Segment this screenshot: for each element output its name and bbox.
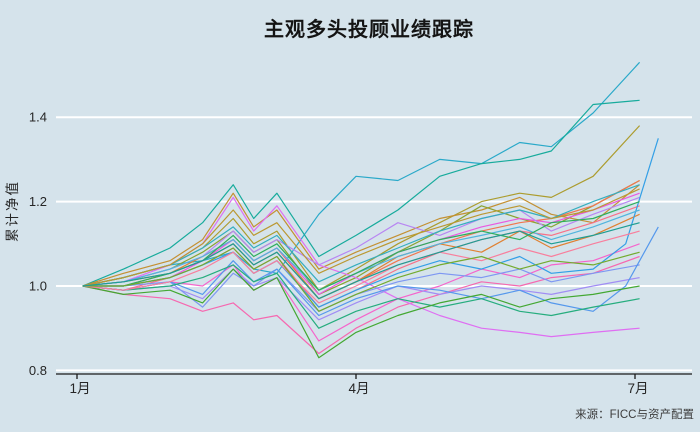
series-line-pink: [82, 243, 640, 342]
source-note: 来源：FICC与资产配置: [575, 409, 694, 421]
series-line-rose: [82, 230, 640, 304]
series-line-blue2-late-spike: [82, 226, 659, 317]
series-line-lavender: [82, 268, 640, 321]
series-line-hot-pink: [82, 255, 640, 355]
y-tick-label: 1.0: [29, 279, 47, 294]
x-tick-label: 4月: [348, 381, 369, 396]
chart-title: 主观多头投顾业绩跟踪: [264, 19, 474, 41]
series-line-sky-cyan-top: [82, 61, 641, 287]
y-tick-label: 1.4: [29, 110, 47, 125]
y-tick-label: 0.8: [29, 363, 47, 378]
series-line-green: [82, 268, 640, 359]
series-line-mustard: [82, 184, 640, 287]
series-line-orchid-decliner: [82, 196, 640, 338]
series-line-olive2: [82, 188, 640, 287]
series-line-sea-green: [82, 264, 640, 329]
y-axis-title: 累计净值: [5, 180, 20, 242]
x-tick-label: 1月: [69, 381, 90, 396]
series-line-teal: [82, 99, 640, 287]
series-line-yellow-green: [82, 179, 640, 295]
y-tick-label: 1.2: [29, 194, 47, 209]
x-tick-label: 7月: [627, 381, 648, 396]
series-line-dark-teal: [82, 222, 640, 300]
series-line-cyan2: [82, 184, 640, 287]
series-line-leaf: [82, 247, 640, 312]
